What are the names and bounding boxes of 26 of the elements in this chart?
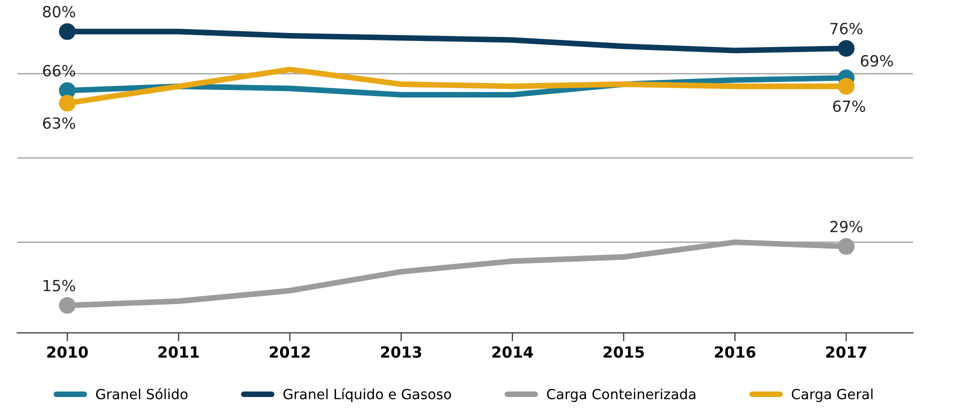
point (58, 23, 76, 40)
point (838, 40, 855, 57)
data-label: 80% (43, 6, 76, 18)
point (838, 78, 855, 95)
data-label: 76% (830, 22, 862, 34)
point (838, 238, 855, 255)
x-tick-label: 2015 (604, 346, 644, 358)
data-label: 15% (44, 280, 76, 292)
legend-label: Carga Conteinerizada (547, 388, 696, 402)
x-tick-label: 2017 (826, 346, 866, 358)
legend-label: Granel Sólido (96, 388, 188, 400)
legend-label: Granel Líquido e Gasoso (283, 388, 452, 402)
legend-label: Carga Geral (792, 388, 873, 402)
x-tick-label: 2012 (270, 346, 310, 358)
x-tick-label: 2014 (492, 346, 533, 358)
x-tick-label: 2011 (158, 346, 199, 358)
data-label: 66% (43, 64, 76, 76)
data-label: 67% (833, 100, 866, 112)
x-tick-label: 2013 (381, 346, 422, 358)
x-tick-label: 2010 (47, 346, 88, 358)
data-label: 69% (860, 55, 893, 67)
data-label: 63% (43, 117, 76, 129)
data-label: 29% (830, 220, 862, 232)
x-tick-label: 2016 (714, 346, 756, 358)
point (58, 94, 76, 112)
point (58, 297, 76, 314)
